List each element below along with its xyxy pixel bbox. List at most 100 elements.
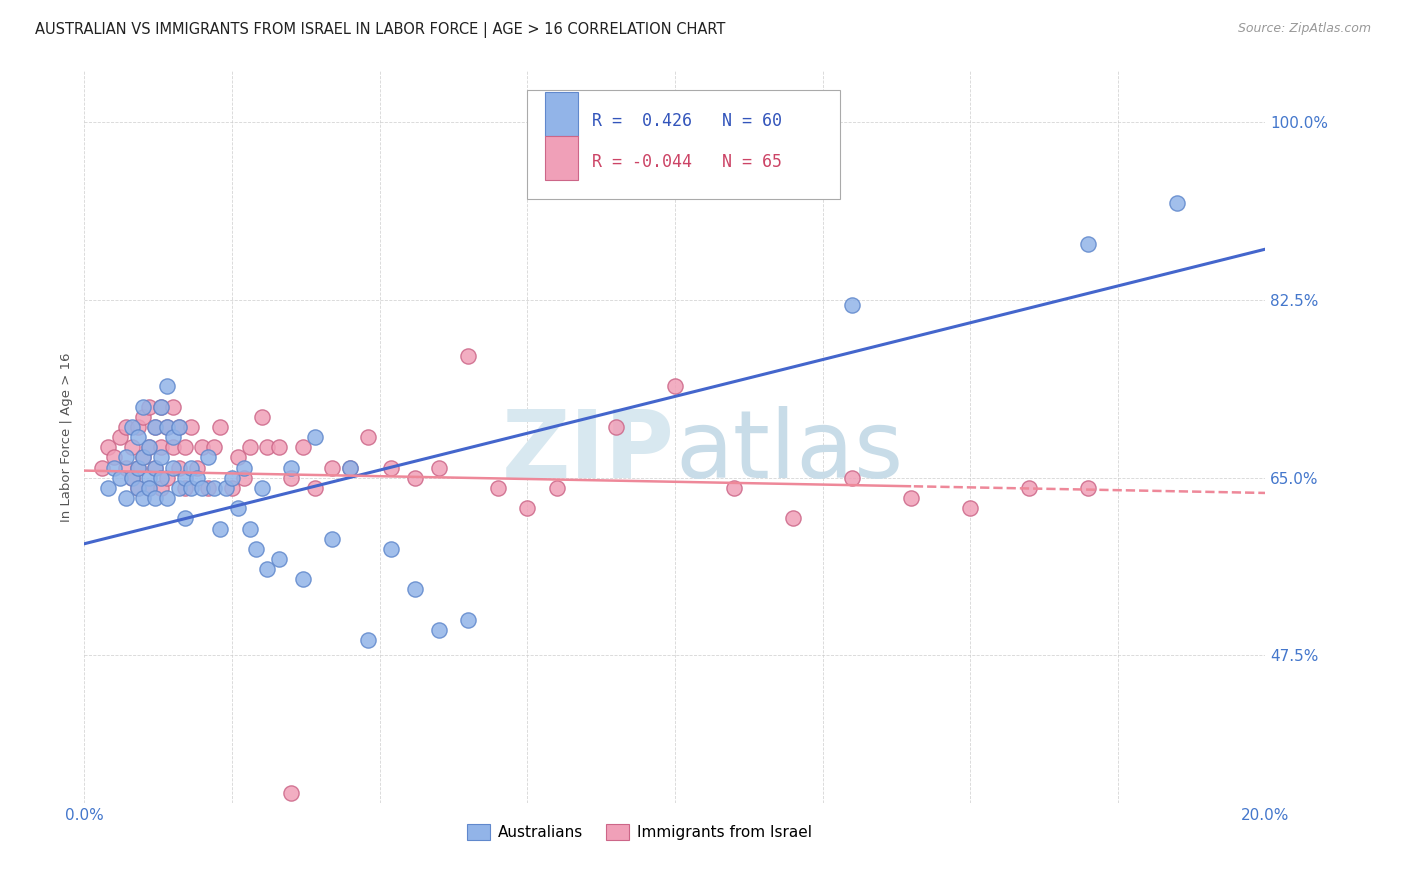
- Point: [150, 481, 173, 495]
- Point: [132, 400, 155, 414]
- Point: [226, 450, 249, 465]
- Point: [232, 460, 254, 475]
- Point: [121, 471, 143, 485]
- Point: [143, 491, 166, 505]
- Point: [167, 460, 190, 475]
- Point: [132, 450, 155, 465]
- Point: [180, 481, 202, 495]
- Point: [291, 440, 314, 454]
- Point: [127, 460, 149, 475]
- Point: [138, 440, 160, 454]
- Point: [357, 633, 380, 648]
- Point: [427, 623, 450, 637]
- Point: [256, 440, 278, 454]
- Point: [97, 481, 120, 495]
- Point: [108, 471, 131, 485]
- Point: [269, 552, 291, 566]
- Point: [138, 481, 160, 495]
- Point: [304, 430, 326, 444]
- Point: [191, 440, 214, 454]
- Point: [215, 481, 238, 495]
- Point: [156, 491, 179, 505]
- Point: [197, 481, 219, 495]
- Point: [167, 420, 190, 434]
- Point: [202, 481, 225, 495]
- Text: ZIP: ZIP: [502, 406, 675, 498]
- Point: [180, 460, 202, 475]
- Point: [723, 481, 745, 495]
- Point: [239, 521, 262, 535]
- Point: [427, 460, 450, 475]
- Point: [280, 786, 302, 800]
- Point: [339, 460, 361, 475]
- Point: [280, 471, 302, 485]
- Point: [143, 420, 166, 434]
- Point: [221, 481, 243, 495]
- Point: [232, 471, 254, 485]
- Point: [339, 460, 361, 475]
- Point: [121, 440, 143, 454]
- Point: [1018, 481, 1040, 495]
- Point: [150, 450, 173, 465]
- Point: [127, 420, 149, 434]
- Point: [173, 481, 195, 495]
- Point: [321, 532, 343, 546]
- Point: [132, 409, 155, 424]
- Point: [114, 460, 136, 475]
- Point: [138, 471, 160, 485]
- Point: [143, 460, 166, 475]
- Point: [162, 460, 184, 475]
- Point: [156, 420, 179, 434]
- Point: [404, 471, 426, 485]
- Point: [138, 481, 160, 495]
- Point: [127, 460, 149, 475]
- Bar: [546, 92, 578, 136]
- Point: [245, 541, 267, 556]
- Point: [132, 450, 155, 465]
- Point: [138, 400, 160, 414]
- Point: [156, 379, 179, 393]
- Point: [162, 430, 184, 444]
- Y-axis label: In Labor Force | Age > 16: In Labor Force | Age > 16: [60, 352, 73, 522]
- Point: [143, 420, 166, 434]
- Point: [167, 420, 190, 434]
- FancyBboxPatch shape: [527, 90, 841, 200]
- Point: [546, 481, 568, 495]
- Point: [209, 521, 232, 535]
- Point: [143, 460, 166, 475]
- Point: [150, 471, 173, 485]
- Point: [239, 440, 262, 454]
- Point: [103, 450, 125, 465]
- Point: [91, 460, 114, 475]
- Point: [516, 501, 538, 516]
- Point: [121, 471, 143, 485]
- Point: [291, 572, 314, 586]
- Point: [156, 471, 179, 485]
- Point: [173, 511, 195, 525]
- Point: [202, 440, 225, 454]
- Point: [108, 430, 131, 444]
- Point: [250, 481, 273, 495]
- Point: [103, 460, 125, 475]
- Text: R = -0.044   N = 65: R = -0.044 N = 65: [592, 153, 782, 171]
- Point: [121, 420, 143, 434]
- Point: [841, 471, 863, 485]
- Point: [782, 511, 804, 525]
- Point: [167, 481, 190, 495]
- Point: [1077, 481, 1099, 495]
- Point: [841, 298, 863, 312]
- Point: [180, 420, 202, 434]
- Point: [186, 471, 208, 485]
- Point: [321, 460, 343, 475]
- Point: [457, 349, 479, 363]
- Point: [380, 541, 402, 556]
- Point: [1077, 237, 1099, 252]
- Legend: Australians, Immigrants from Israel: Australians, Immigrants from Israel: [461, 818, 818, 847]
- Point: [114, 420, 136, 434]
- Point: [97, 440, 120, 454]
- Point: [664, 379, 686, 393]
- Point: [256, 562, 278, 576]
- Point: [127, 481, 149, 495]
- Point: [162, 400, 184, 414]
- Point: [959, 501, 981, 516]
